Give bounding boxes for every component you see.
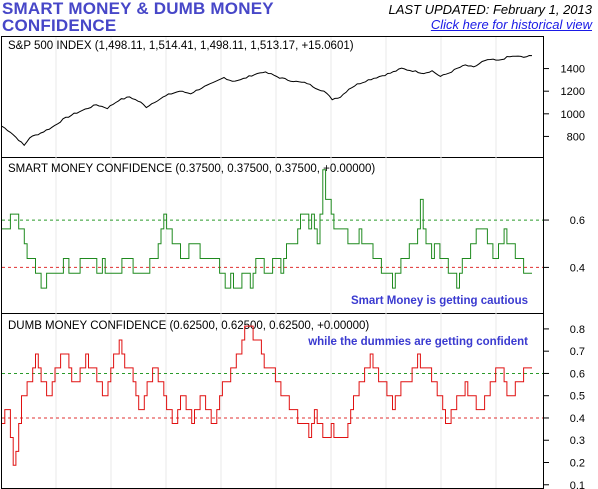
smart-money-panel: SMART MONEY CONFIDENCE (0.37500, 0.37500… <box>2 163 585 307</box>
dumb-money-ytick-label: 0.6 <box>570 368 585 380</box>
spx-ytick-label: 1400 <box>561 64 585 76</box>
smart-money-ytick-label: 0.4 <box>570 262 585 274</box>
historical-view-link[interactable]: Click here for historical view <box>430 17 592 32</box>
spx-ytick-label: 1000 <box>561 109 585 121</box>
smart-money-series-line <box>2 169 532 289</box>
smart-money-ytick-label: 0.6 <box>570 215 585 227</box>
dumb-money-ytick-label: 0.3 <box>570 435 585 447</box>
dumb-money-panel: DUMB MONEY CONFIDENCE (0.62500, 0.62500,… <box>2 320 585 489</box>
dumb-money-ytick-label: 0.5 <box>570 391 585 403</box>
smart-money-panel-label: SMART MONEY CONFIDENCE (0.37500, 0.37500… <box>8 163 375 175</box>
dumb-money-series-line <box>2 325 532 466</box>
dumb-money-panel-label: DUMB MONEY CONFIDENCE (0.62500, 0.62500,… <box>8 320 369 332</box>
last-updated: LAST UPDATED: February 1, 2013 <box>388 2 592 17</box>
dumb-money-ytick-label: 0.2 <box>570 458 585 470</box>
page-title: SMART MONEY & DUMB MONEY CONFIDENCE <box>2 0 274 35</box>
spx-ytick-label: 1200 <box>561 86 585 98</box>
smart-money-annotation: Smart Money is getting cautious <box>351 295 528 307</box>
spx-ytick-label: 800 <box>567 131 585 143</box>
dumb-money-ytick-label: 0.7 <box>570 346 585 358</box>
dumb-money-annotation: while the dummies are getting confident <box>307 336 528 348</box>
dumb-money-ytick-label: 0.4 <box>570 413 585 425</box>
dumb-money-ytick-label: 0.1 <box>570 480 585 489</box>
spx-series-line <box>1 54 533 147</box>
spx-panel: S&P 500 INDEX (1,498.11, 1,514.41, 1,498… <box>1 40 585 147</box>
vertical-gridlines <box>55 37 497 488</box>
spx-panel-label: S&P 500 INDEX (1,498.11, 1,514.41, 1,498… <box>8 40 354 52</box>
dumb-money-ytick-label: 0.8 <box>570 324 585 336</box>
